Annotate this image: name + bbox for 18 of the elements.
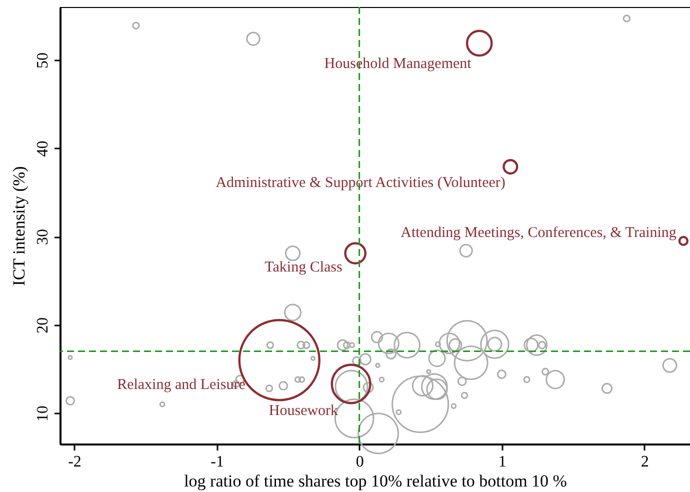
annotation: Administrative & Support Activities (Volunteer) [216,174,506,191]
annotation: Housework [268,402,339,419]
y-tick-label: 10 [34,406,52,422]
annotation: Household Management [324,56,472,72]
x-axis-title: log ratio of time shares top 10% relative to bottom 10 % [184,472,567,490]
y-axis-title: ICT intensity (%) [10,166,28,286]
y-tick-label: 30 [34,229,52,246]
x-tick-label: -2 [68,454,82,470]
y-tick-label: 20 [34,317,52,334]
x-tick-label: 0 [356,454,364,470]
x-tick-label: 1 [498,454,506,470]
x-tick-label: -1 [210,454,224,470]
annotation: Attending Meetings, Conferences, & Training [400,224,677,241]
y-tick-label: 40 [34,140,52,157]
annotation: Relaxing and Leisure [117,377,246,394]
x-tick-label: 2 [640,454,649,470]
annotation: Taking Class [264,259,342,276]
y-tick-label: 50 [34,52,52,68]
